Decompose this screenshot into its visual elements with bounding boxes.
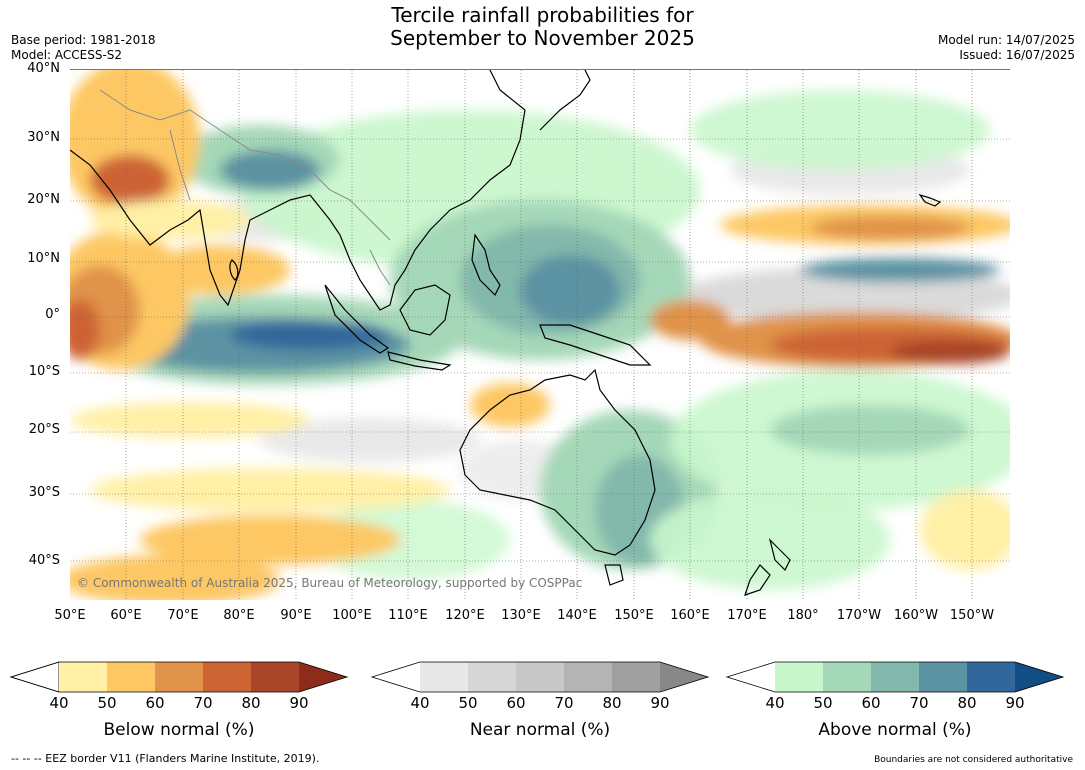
colorbar-title-near: Near normal (%) — [469, 720, 611, 740]
coast-china-korea — [489, 69, 526, 111]
lat-label: 40°N — [27, 61, 60, 76]
eez-note: -- -- -- EEZ border V11 (Flanders Marine… — [11, 752, 320, 765]
colorbar-title-above: Above normal (%) — [818, 720, 972, 740]
coast-philippines — [471, 233, 501, 297]
lon-label: 150°W — [949, 608, 995, 623]
lon-label: 110°E — [388, 608, 428, 623]
meta-right: Model run: 14/07/2025 Issued: 16/07/2025 — [938, 33, 1075, 63]
coast-java — [387, 351, 452, 371]
probability-field — [50, 60, 1030, 605]
colorbar-tick: 90 — [1005, 694, 1025, 712]
colorbar-near — [370, 661, 710, 693]
lon-label: 80°E — [223, 608, 255, 623]
graticule — [70, 70, 1010, 600]
below-normal-regions — [50, 60, 1020, 605]
lat-label: 0° — [45, 307, 60, 322]
lon-label: 120°E — [445, 608, 485, 623]
lat-label: 10°N — [27, 251, 60, 266]
colorbar-tick: 50 — [458, 694, 478, 712]
colorbar-tick: 50 — [813, 694, 833, 712]
colorbar-tick: 80 — [602, 694, 622, 712]
lon-label: 70°E — [167, 608, 199, 623]
lon-label: 130°E — [501, 608, 541, 623]
lat-label: 20°S — [28, 422, 60, 437]
lon-label: 170°E — [727, 608, 767, 623]
base-period: Base period: 1981-2018 — [11, 33, 156, 47]
lat-label: 40°S — [28, 553, 60, 568]
colorbar-title-below: Below normal (%) — [103, 720, 255, 740]
map-title: Tercile rainfall probabilities for Septe… — [0, 4, 1085, 50]
meta-left: Base period: 1981-2018 Model: ACCESS-S2 — [11, 33, 156, 63]
colorbar-below — [9, 661, 349, 693]
colorbar-tick: 90 — [650, 694, 670, 712]
lat-label: 20°N — [27, 192, 60, 207]
lon-label: 170°W — [836, 608, 882, 623]
colorbar-tick: 80 — [241, 694, 261, 712]
lat-label: 30°S — [28, 485, 60, 500]
model-name: Model: ACCESS-S2 — [11, 48, 123, 62]
lon-label: 50°E — [54, 608, 86, 623]
colorbar-tick: 70 — [193, 694, 213, 712]
coast-sri-lanka — [229, 259, 239, 281]
lon-label: 60°E — [110, 608, 142, 623]
coast-sumatra — [324, 284, 390, 354]
colorbar-tick: 50 — [97, 694, 117, 712]
lat-label: 30°N — [27, 130, 60, 145]
coast-borneo — [399, 284, 451, 336]
colorbar-tick: 40 — [49, 694, 69, 712]
colorbar-tick: 40 — [765, 694, 785, 712]
lon-label: 90°E — [280, 608, 312, 623]
colorbars — [9, 661, 1065, 693]
coast-hawaii — [918, 193, 942, 207]
lon-label: 150°E — [614, 608, 654, 623]
model-run: Model run: 14/07/2025 — [937, 33, 1075, 47]
colorbar-tick: 60 — [506, 694, 526, 712]
coast-australia — [459, 368, 656, 556]
coast-new-zealand — [744, 538, 791, 596]
boundary-disclaimer: Boundaries are not considered authoritat… — [874, 755, 1073, 765]
coast-southeast-asia — [339, 109, 526, 311]
coast-japan — [539, 69, 591, 131]
coast-tasmania — [604, 564, 624, 586]
coastlines — [69, 69, 942, 596]
copyright-notice: © Commonwealth of Australia 2025, Bureau… — [77, 576, 582, 590]
lat-label: 10°S — [28, 364, 60, 379]
coast-arabia-india — [69, 149, 341, 307]
lon-label: 160°W — [893, 608, 939, 623]
title-line-1: Tercile rainfall probabilities for — [391, 3, 694, 27]
lon-label: 180° — [787, 608, 819, 623]
colorbar-tick: 40 — [410, 694, 430, 712]
lon-label: 140°E — [557, 608, 597, 623]
colorbar-tick: 80 — [957, 694, 977, 712]
colorbar-tick: 60 — [145, 694, 165, 712]
colorbar-tick: 70 — [554, 694, 574, 712]
country-borders — [99, 89, 391, 286]
rainfall-map: © Commonwealth of Australia 2025, Bureau… — [50, 60, 1030, 605]
issued-date: Issued: 16/07/2025 — [959, 48, 1075, 62]
above-normal-regions — [80, 90, 1030, 590]
coast-new-guinea — [539, 324, 652, 366]
colorbar-tick: 90 — [289, 694, 309, 712]
map-canvas: © Commonwealth of Australia 2025, Bureau… — [50, 60, 1030, 605]
colorbar-tick: 60 — [861, 694, 881, 712]
colorbar-above — [725, 661, 1065, 693]
colorbar-tick: 70 — [909, 694, 929, 712]
lon-label: 160°E — [670, 608, 710, 623]
title-line-2: September to November 2025 — [390, 26, 695, 50]
lon-label: 100°E — [332, 608, 372, 623]
